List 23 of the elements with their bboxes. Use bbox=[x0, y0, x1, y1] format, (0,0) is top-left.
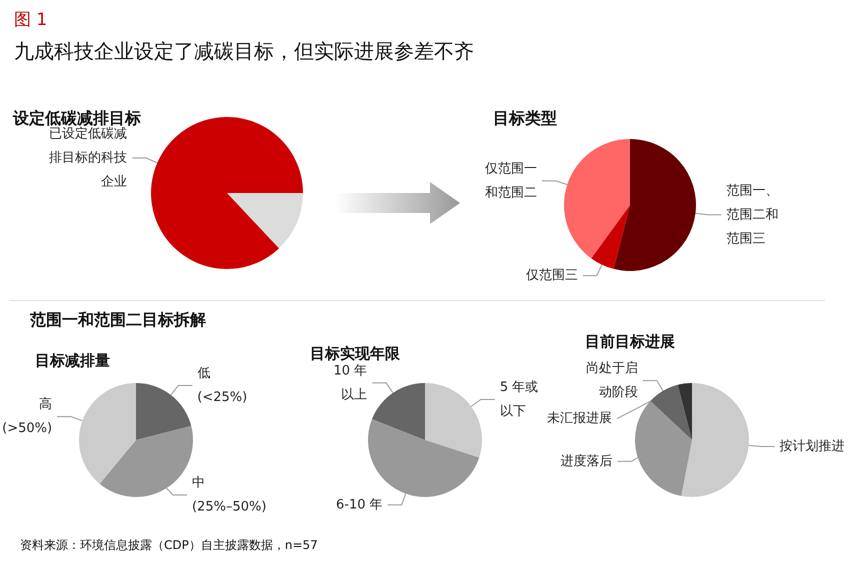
slice-label: 已设定低碳减排目标的科技企业 bbox=[49, 126, 128, 190]
text: 九成科技企业设定了减碳目标，但实际进展参差不齐 bbox=[14, 38, 474, 65]
slice-label: 仅范围一和范围二 bbox=[484, 161, 537, 200]
chart-title: 设定低碳减排目标 bbox=[12, 108, 141, 128]
slice-label: 尚处于启动阶段 bbox=[586, 360, 638, 400]
slice-label: 未汇报进展 bbox=[547, 411, 612, 426]
slice-label: 范围一、范围二和范围三 bbox=[726, 183, 778, 246]
slice-label: 5 年或以下 bbox=[500, 380, 538, 419]
slice-label: 仅范围三 bbox=[526, 268, 578, 284]
text: 资料来源：环境信息披露（CDP）自主披露数据，n=57 bbox=[20, 537, 318, 554]
slice-label: 中 (25%–50%) bbox=[192, 476, 266, 514]
chart-title: 目标减排量 bbox=[35, 352, 110, 370]
slice-label: 6-10 年 bbox=[336, 497, 383, 512]
slice-label: 高 (>50%) bbox=[2, 396, 52, 436]
caption: 图 1 bbox=[14, 9, 48, 31]
slice-label: 进度落后 bbox=[560, 452, 612, 469]
chart-title: 目前目标进展 bbox=[585, 332, 675, 350]
slice-label: 低 (<25%) bbox=[197, 366, 248, 405]
text: 范围一和范围二目标拆解 bbox=[30, 310, 206, 331]
slice-label: 按计划推进 bbox=[780, 438, 845, 454]
slice-label: 10 年以上 bbox=[334, 363, 368, 402]
chart-title: 目标实现年限 bbox=[310, 344, 401, 362]
chart-title: 目标类型 bbox=[493, 108, 557, 128]
